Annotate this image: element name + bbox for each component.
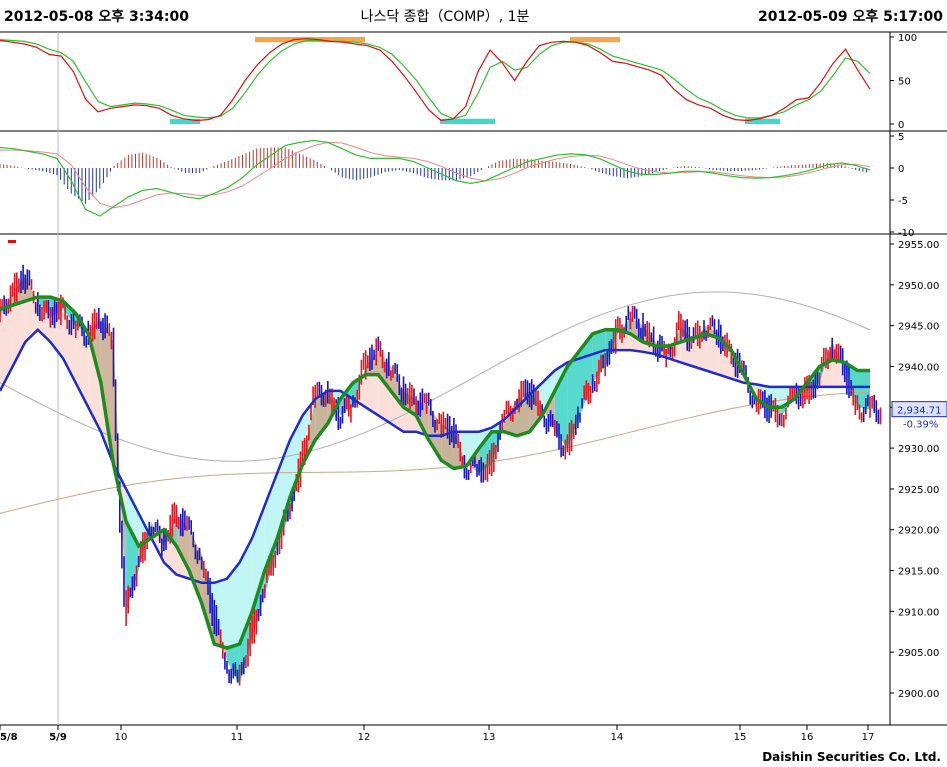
stoch-tick-label: 50 — [898, 77, 911, 88]
x-tick-label: 16 — [801, 732, 814, 743]
x-tick-label: 14 — [611, 732, 624, 743]
x-tick-label: 10 — [115, 732, 128, 743]
broker-brand: Daishin Securities Co. Ltd. — [762, 750, 941, 764]
x-tick-label: 15 — [734, 732, 747, 743]
x-tick-label: 17 — [862, 732, 875, 743]
price-tick-label: 2920.00 — [898, 526, 939, 537]
price-tick-label: 2955.00 — [898, 240, 939, 251]
price-tick-label: 2905.00 — [898, 648, 939, 659]
x-tick-label: 5/9 — [49, 732, 67, 743]
price-tick-label: 2930.00 — [898, 444, 939, 455]
stoch-tick-label: 0 — [898, 120, 904, 131]
price-tick-label: 2925.00 — [898, 485, 939, 496]
x-tick-label: 13 — [483, 732, 496, 743]
macd-tick-label: 0 — [898, 164, 904, 175]
change-label: -0.39% — [903, 420, 938, 431]
price-tick-label: 2940.00 — [898, 362, 939, 373]
chart-header: 2012-05-08 오후 3:34:00 나스닥 종합（COMP）, 1분 2… — [0, 0, 947, 32]
price-tick-label: 2945.00 — [898, 322, 939, 333]
price-tick-label: 2950.00 — [898, 281, 939, 292]
x-tick-label: 11 — [231, 732, 244, 743]
price-tick-label: 2900.00 — [898, 689, 939, 700]
last-price-label: 2,934.71 — [897, 406, 942, 417]
stoch-k-line — [0, 39, 870, 121]
macd-tick-label: -10 — [898, 228, 914, 239]
price-tick-label: 2915.00 — [898, 567, 939, 578]
stoch-d-line — [0, 40, 870, 119]
range-end-time: 2012-05-09 오후 5:17:00 — [758, 6, 943, 26]
macd-tick-label: -5 — [898, 196, 908, 207]
macd-tick-label: 5 — [898, 132, 904, 143]
x-tick-label: 5/8 — [0, 732, 18, 743]
chart-title: 나스닥 종합（COMP）, 1분 — [0, 6, 890, 26]
overbought-zone — [570, 37, 620, 42]
price-above-fill — [189, 530, 202, 603]
stoch-tick-label: 100 — [898, 33, 917, 44]
price-tick-label: 2910.00 — [898, 607, 939, 618]
x-tick-label: 12 — [358, 732, 371, 743]
price-marker — [8, 240, 16, 243]
